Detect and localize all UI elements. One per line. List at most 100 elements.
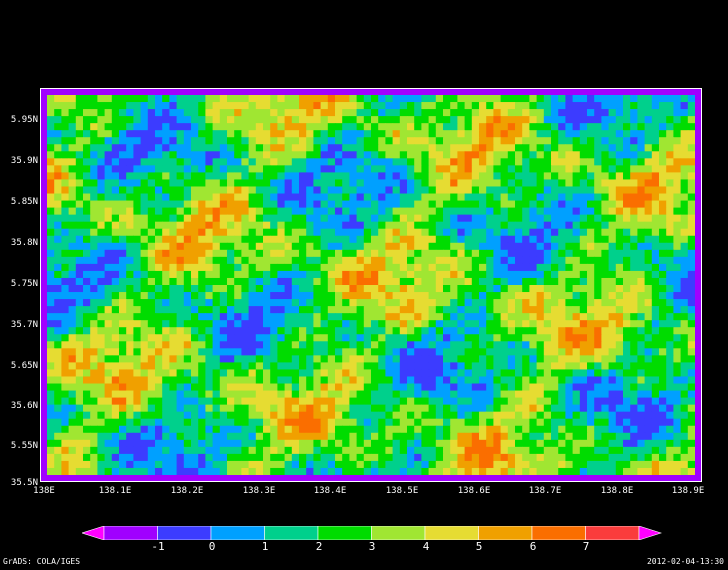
grid-cell — [162, 376, 170, 385]
grid-cell — [68, 200, 77, 209]
grid-cell — [601, 292, 610, 300]
grid-cell — [277, 221, 286, 230]
grid-cell — [169, 165, 178, 173]
grid-cell — [241, 467, 250, 475]
grid-cell — [162, 235, 170, 244]
grid-cell — [507, 235, 516, 244]
grid-cell — [450, 235, 458, 244]
grid-cell — [255, 439, 264, 448]
grid-cell — [457, 123, 466, 131]
grid-cell — [119, 151, 127, 159]
grid-cell — [68, 144, 77, 152]
grid-cell — [522, 172, 530, 180]
grid-cell — [471, 200, 480, 209]
grid-cell — [97, 130, 106, 138]
grid-cell — [270, 221, 278, 230]
grid-cell — [176, 341, 185, 349]
grid-cell — [47, 292, 55, 300]
grid-cell — [443, 249, 451, 258]
grid-cell — [335, 439, 343, 448]
grid-cell — [335, 432, 343, 441]
grid-cell — [54, 221, 62, 230]
grid-cell — [263, 130, 271, 138]
grid-cell — [291, 116, 300, 124]
grid-cell — [119, 376, 127, 385]
grid-cell — [219, 207, 228, 216]
grid-cell — [551, 411, 559, 420]
grid-cell — [493, 144, 502, 152]
grid-cell — [342, 116, 350, 124]
grid-cell — [54, 109, 62, 117]
grid-cell — [263, 313, 271, 321]
grid-cell — [601, 362, 610, 370]
grid-cell — [666, 130, 674, 138]
grid-cell — [155, 172, 163, 180]
grid-cell — [335, 418, 343, 427]
grid-cell — [227, 242, 235, 251]
grid-cell — [687, 172, 695, 180]
grid-cell — [191, 95, 199, 103]
grid-cell — [327, 390, 336, 399]
grid-cell — [601, 263, 610, 272]
grid-cell — [104, 313, 113, 321]
grid-cell — [587, 425, 595, 434]
grid-cell — [83, 116, 91, 124]
grid-cell — [659, 390, 667, 399]
grid-cell — [313, 404, 322, 413]
grid-cell — [183, 292, 192, 300]
grid-cell — [536, 186, 545, 195]
grid-cell — [219, 390, 228, 399]
grid-cell — [450, 355, 458, 363]
grid-cell — [687, 397, 695, 406]
grid-cell — [97, 207, 106, 216]
grid-cell — [349, 453, 358, 462]
grid-cell — [313, 256, 322, 265]
grid-cell — [522, 165, 530, 173]
grid-cell — [90, 221, 98, 230]
grid-cell — [205, 214, 214, 223]
grid-cell — [234, 123, 242, 131]
grid-cell — [608, 334, 617, 342]
grid-cell — [306, 172, 314, 180]
grid-cell — [637, 95, 646, 103]
grid-cell — [155, 362, 163, 370]
grid-cell — [320, 313, 329, 321]
grid-cell — [191, 369, 199, 377]
grid-cell — [277, 228, 286, 237]
grid-cell — [169, 270, 178, 279]
grid-cell — [219, 439, 228, 448]
grid-cell — [327, 369, 336, 377]
grid-cell — [176, 285, 185, 293]
grid-cell — [342, 228, 350, 237]
grid-cell — [371, 249, 379, 258]
grid-cell — [428, 453, 437, 462]
grid-cell — [169, 467, 178, 475]
grid-cell — [270, 256, 278, 265]
grid-cell — [493, 130, 502, 138]
grid-cell — [543, 348, 552, 356]
grid-cell — [219, 306, 228, 314]
grid-cell — [75, 341, 84, 349]
grid-cell — [414, 256, 422, 265]
grid-cell — [75, 242, 84, 251]
grid-cell — [615, 390, 624, 399]
grid-cell — [147, 292, 156, 300]
grid-cell — [342, 362, 350, 370]
grid-cell — [363, 446, 372, 455]
grid-cell — [54, 446, 62, 455]
grid-cell — [227, 425, 235, 434]
grid-cell — [371, 446, 379, 455]
grid-cell — [155, 102, 163, 110]
grid-cell — [255, 109, 264, 117]
grid-cell — [443, 109, 451, 117]
grid-cell — [313, 116, 322, 124]
grid-cell — [219, 460, 228, 469]
grid-cell — [558, 348, 566, 356]
grid-cell — [428, 214, 437, 223]
grid-cell — [291, 348, 300, 356]
grid-cell — [659, 109, 667, 117]
colorbar-over-triangle — [638, 526, 662, 540]
grid-cell — [61, 123, 70, 131]
grid-cell — [155, 165, 163, 173]
grid-cell — [659, 144, 667, 152]
